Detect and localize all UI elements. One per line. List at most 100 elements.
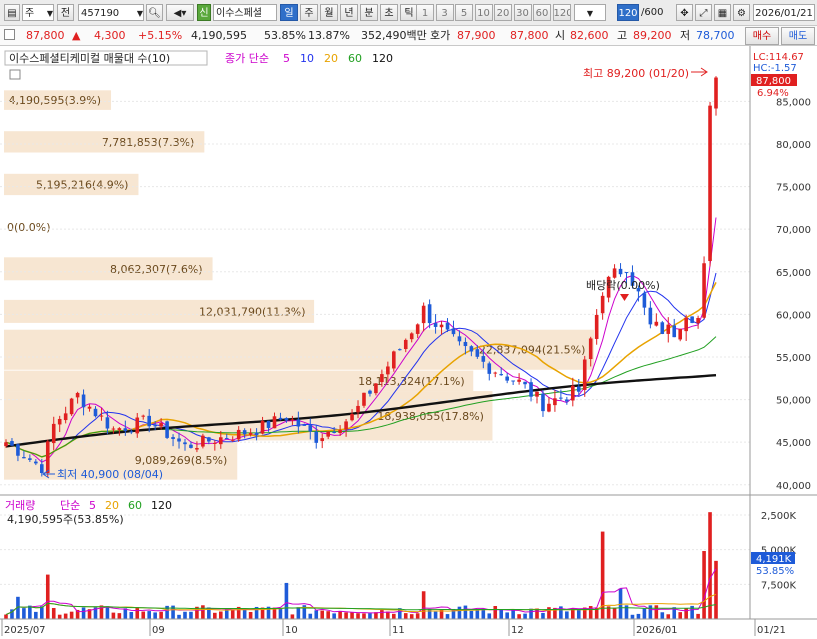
buy-button[interactable]: 매수 [745,27,779,45]
minute-tab-60[interactable]: 60 [533,4,551,21]
period-tab-4[interactable]: 분 [360,4,378,21]
candle-body [445,322,450,330]
volume-bar [421,591,426,619]
minute-select[interactable]: ▼ [574,4,606,21]
last-pct: 6.94% [757,88,789,99]
volume-bar [553,607,557,619]
volume-bar [565,611,569,619]
candle-body [34,461,38,464]
candle-body [159,423,163,427]
volume-bar [433,611,438,619]
candles [4,76,718,478]
sell-button[interactable]: 매도 [781,27,815,45]
volume-bar [207,607,211,619]
count-field[interactable]: 120 [617,4,639,21]
ask-label: 호가 [430,29,451,42]
volume-bar [195,606,199,619]
grid-icon[interactable]: ▦ [714,4,731,21]
volume-bar [99,605,104,619]
turnover-pct: 13.87% [308,29,350,42]
volume-bar [314,610,319,619]
candle-body [660,322,665,334]
candle-body [582,359,587,390]
volume-bar [16,596,20,619]
volume-bar [409,614,414,619]
amount-value: 352,490백만 [361,29,427,42]
period-tab-2[interactable]: 월 [320,4,338,21]
volume-bar [636,613,641,619]
stock-code-input[interactable]: 457190 ▼ [78,4,144,21]
period-tab-1[interactable]: 주 [300,4,318,21]
price-chart[interactable]: 4,190,595(3.9%) 7,781,853(7.3%) 5,195,216(… [0,46,817,639]
minute-tab-120[interactable]: 120 [552,4,571,21]
x-tick-label: 11 [392,625,405,636]
volume-bar [123,608,128,619]
candle-body [624,272,629,274]
candle-body [523,381,527,385]
volume-bar [10,609,14,619]
crosshair-icon[interactable]: ✥ [676,4,693,21]
volume-legend-item: 120 [151,499,172,512]
volume-bar [714,560,718,619]
volume-bar [386,611,390,619]
period-tab-5[interactable]: 초 [380,4,398,21]
volume-bar [708,512,712,619]
candle-body [463,341,468,347]
volume-bar [296,607,301,619]
volume-bar [105,606,110,619]
last-price: 87,800 [756,76,791,87]
candle-body [386,366,390,375]
volume-bar [34,611,38,619]
period-tab-0[interactable]: 일 [280,4,298,21]
minute-tab-1[interactable]: 1 [416,4,434,21]
volume-bar [87,609,92,619]
candle-body [51,423,56,444]
candle-body [451,328,456,335]
search-icon[interactable]: 🔍︎ [146,4,163,21]
sound-icon[interactable]: ◀▾ [166,4,194,21]
minute-tab-5[interactable]: 5 [455,4,473,21]
period-tab-3[interactable]: 년 [340,4,358,21]
candle-body [493,372,498,374]
volume-bar [588,606,593,619]
volume-tick-label: 2,500K [761,511,797,522]
stock-name-field[interactable]: 이수스페셜 [213,4,277,21]
candle-body [594,314,599,339]
candle-body [356,405,360,413]
minute-tab-3[interactable]: 3 [435,4,454,21]
chart-title: 이수스페셜티케미컬 매물대 수(10) [9,52,170,65]
draw-icon[interactable]: ⤢ [695,4,712,21]
candle-body [320,438,325,442]
volume-bar [559,606,563,619]
y-tick-label: 60,000 [776,310,811,321]
volume-bar [576,609,581,619]
volume-tick-label: 7,500K [761,580,797,591]
checkbox-icon[interactable] [4,29,15,44]
candle-body [344,421,348,430]
gear-icon[interactable]: ⚙ [733,4,750,21]
volume-bar [600,531,605,619]
minute-tab-30[interactable]: 30 [513,4,532,21]
candle-body [308,425,313,432]
period-label[interactable]: 전 [57,4,74,21]
lc-label: LC:114.67 [753,52,804,63]
volume-bar [547,607,551,619]
volume-last-pct: 53.85% [756,566,794,577]
date-field[interactable]: 2026/01/21 [753,4,815,21]
minute-tab-10[interactable]: 10 [474,4,493,21]
candle-body [177,438,181,442]
grid-icon[interactable] [9,69,21,80]
change-pct: +5.15% [138,29,183,42]
market-select[interactable]: 주 ▼ [22,4,54,21]
candle-body [636,288,641,292]
window-icon[interactable]: ▤ [4,4,20,21]
stock-code-value: 457190 [81,8,120,19]
minute-tab-20[interactable]: 20 [494,4,512,21]
volume-bar [630,614,635,619]
candle-body [350,414,354,421]
profile-bar [4,440,238,480]
count-total: /600 [641,7,664,18]
period-tab-6[interactable]: 틱 [400,4,418,21]
profile-label: 12,031,790(11.3%) [199,305,306,318]
y-tick-label: 70,000 [776,225,811,236]
